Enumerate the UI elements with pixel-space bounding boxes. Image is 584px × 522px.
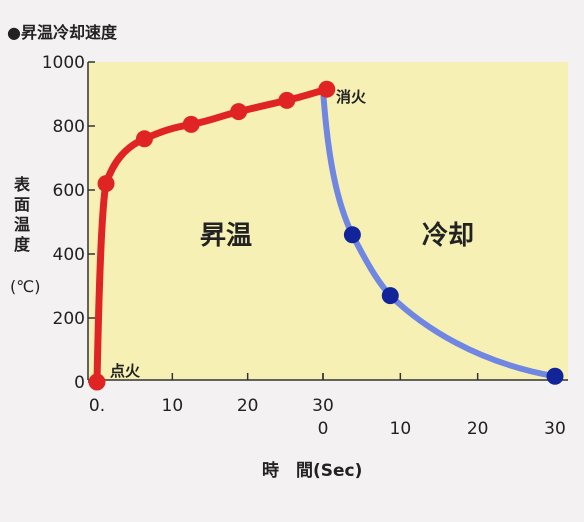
heating-point — [278, 91, 296, 109]
cooling-point — [343, 226, 361, 244]
annotation-extinguish: 消火 — [336, 88, 367, 106]
annotation-ignition: 点火 — [110, 362, 141, 380]
y-tick-label: 0 — [74, 373, 85, 393]
y-axis-label-char: 面 — [14, 195, 30, 214]
heating-point — [97, 175, 115, 193]
x-tick-label: 20 — [237, 396, 259, 416]
y-axis-unit: (℃) — [10, 277, 40, 296]
y-tick-label: 1000 — [42, 53, 85, 73]
heating-point — [135, 130, 153, 148]
y-axis-label-char: 度 — [14, 235, 31, 254]
y-tick-label: 200 — [53, 309, 85, 329]
heating-point — [88, 373, 106, 391]
heating-point — [318, 80, 336, 98]
annotation-heating: 昇温 — [200, 221, 252, 251]
chart-title: ●昇温冷却速度 — [7, 23, 118, 42]
x-tick-label: 20 — [467, 419, 489, 439]
x-tick-label: 30 — [312, 396, 334, 416]
cooling-point — [546, 367, 564, 385]
x-tick-label: 10 — [390, 419, 412, 439]
heating-point — [182, 115, 200, 133]
plot-area — [88, 62, 568, 380]
y-axis-label-char: 温 — [13, 215, 30, 234]
x-axis-label: 時 間(Sec) — [262, 460, 362, 481]
x-tick-label: 10 — [162, 396, 184, 416]
annotation-cooling: 冷却 — [422, 220, 474, 251]
x-tick-label: 0. — [89, 396, 105, 416]
y-axis-label-char: 表 — [13, 175, 31, 194]
y-tick-label: 400 — [53, 245, 85, 265]
cooling-point — [381, 287, 399, 305]
cooling-curve — [320, 86, 558, 380]
heating-point — [230, 103, 248, 121]
x-tick-label: 30 — [544, 419, 566, 439]
y-tick-label: 800 — [53, 117, 85, 137]
y-tick-label: 600 — [53, 181, 85, 201]
x-tick-label: 0 — [318, 419, 329, 439]
